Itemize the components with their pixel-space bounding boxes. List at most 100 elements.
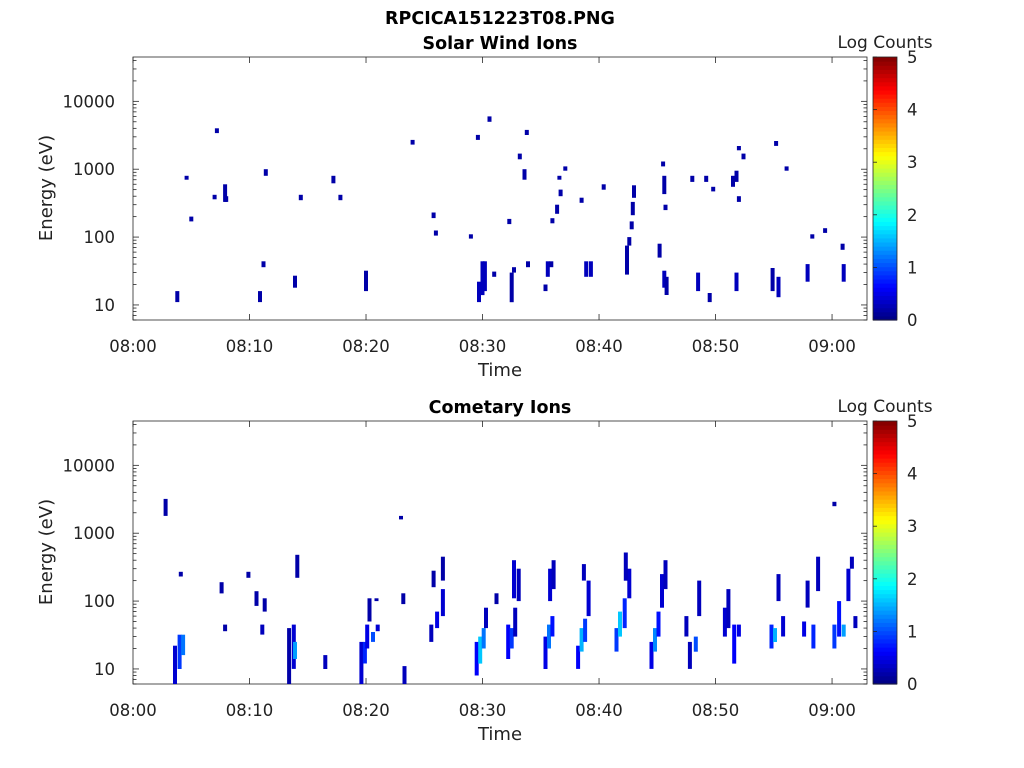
spectrogram-cell (548, 568, 553, 602)
spectrogram-cell (293, 275, 297, 288)
colorbar-segment (873, 507, 897, 513)
colorbar-segment (873, 241, 897, 247)
colorbar-segment (873, 102, 897, 107)
colorbar-segment (873, 589, 897, 595)
spectrogram-cell (362, 641, 367, 664)
y-tick-label: 10 (94, 660, 115, 679)
spectrogram-cell (435, 611, 440, 629)
colorbar-segment (873, 139, 897, 144)
colorbar-segment (873, 69, 897, 75)
x-tick-label: 08:40 (575, 337, 623, 356)
colorbar-segment (873, 462, 897, 467)
spectrogram-cell (653, 628, 657, 652)
colorbar-segment (873, 614, 897, 619)
spectrogram-cell (622, 598, 627, 629)
spectrogram-cell (295, 554, 300, 578)
colorbar-segment (873, 548, 897, 554)
cometary-axes-box (132, 420, 868, 685)
spectrogram-cell (832, 501, 837, 507)
x-tick-label: 08:40 (575, 701, 623, 720)
spectrogram-cell (707, 293, 712, 303)
spectrogram-cell (690, 175, 695, 182)
spectrogram-cell (697, 580, 702, 617)
spectrogram-cell (429, 624, 434, 642)
spectrogram-cell (550, 616, 555, 637)
y-tick-label: 1000 (73, 524, 115, 543)
colorbar-tick-label: 1 (907, 622, 918, 641)
spectrogram-cell (480, 261, 485, 296)
solar-wind-xlabel: Time (477, 360, 522, 381)
colorbar-segment (873, 453, 897, 459)
spectrogram-cell (731, 175, 735, 187)
colorbar-segment (873, 523, 897, 529)
spectrogram-cell (736, 146, 741, 151)
colorbar-segment (873, 568, 897, 574)
colorbar-segment (873, 581, 897, 586)
spectrogram-cell (509, 272, 514, 303)
spectrogram-cell (781, 616, 786, 637)
colorbar-segment (873, 176, 897, 181)
colorbar-segment (873, 531, 897, 537)
colorbar-segment (873, 605, 897, 611)
spectrogram-cell (601, 184, 606, 190)
colorbar-segment (873, 77, 897, 83)
colorbar-segment (873, 311, 897, 317)
x-tick-label: 08:20 (342, 337, 390, 356)
spectrogram-cell (431, 212, 436, 219)
spectrogram-cell (474, 641, 479, 676)
spectrogram-cell (840, 243, 845, 250)
x-tick-label: 08:50 (692, 701, 740, 720)
spectrogram-cell (853, 616, 858, 629)
spectrogram-cell (509, 628, 514, 649)
spectrogram-cell (555, 204, 560, 214)
colorbar-segment (873, 540, 897, 545)
colorbar-segment (873, 610, 897, 615)
spectrogram-cell (545, 261, 550, 277)
colorbar-segment (873, 167, 897, 173)
spectrogram-cell (367, 598, 372, 622)
colorbar-segment (873, 287, 897, 292)
colorbar-segment (873, 73, 897, 79)
cometary-ylabel: Energy (eV) (36, 499, 57, 605)
colorbar-segment (873, 278, 897, 284)
spectrogram-cell (261, 261, 266, 268)
spectrogram-cell (468, 234, 473, 239)
colorbar-segment (873, 110, 897, 116)
spectrogram-cell (512, 267, 516, 273)
colorbar-segment (873, 89, 897, 95)
spectrogram-cell (823, 228, 828, 233)
cometary-title: Cometary Ions (429, 398, 572, 418)
spectrogram-cell (711, 186, 716, 192)
colorbar-segment (873, 143, 897, 149)
spectrogram-cell (630, 201, 635, 216)
spectrogram-cell (359, 641, 364, 684)
colorbar-segment (873, 647, 897, 652)
spectrogram-cell (776, 574, 781, 602)
solar-wind-axis-layer: 08:00 08:10 08:20 08:30 08:40 08:50 09:00 10 100… (63, 57, 867, 356)
spectrogram-cell (223, 624, 228, 632)
colorbar-segment (873, 93, 897, 99)
spectrogram-cell (475, 134, 480, 140)
spectrogram-cell (477, 281, 481, 303)
spectrogram-cell (841, 624, 846, 637)
colorbar-segment (873, 266, 897, 272)
spectrogram-cell (331, 175, 336, 184)
spectrogram-cell (484, 607, 488, 629)
colorbar-segment (873, 573, 897, 578)
colorbar-segment (873, 433, 897, 439)
colorbar-segment (873, 478, 897, 484)
colorbar-tick-label: 4 (907, 101, 918, 120)
spectrogram-cell (550, 218, 555, 224)
spectrogram-cell (810, 234, 815, 239)
colorbar-segment (873, 159, 897, 165)
spectrogram-cell (481, 628, 486, 649)
colorbar-segment (873, 180, 897, 185)
colorbar-segment (873, 527, 897, 533)
colorbar-segment (873, 556, 897, 562)
colorbar-segment (873, 564, 897, 570)
colorbar-segment (873, 560, 897, 566)
spectrogram-cell (696, 272, 701, 292)
spectrogram-cell (832, 624, 837, 649)
spectrogram-cell (663, 204, 668, 211)
colorbar-segment (873, 634, 897, 640)
